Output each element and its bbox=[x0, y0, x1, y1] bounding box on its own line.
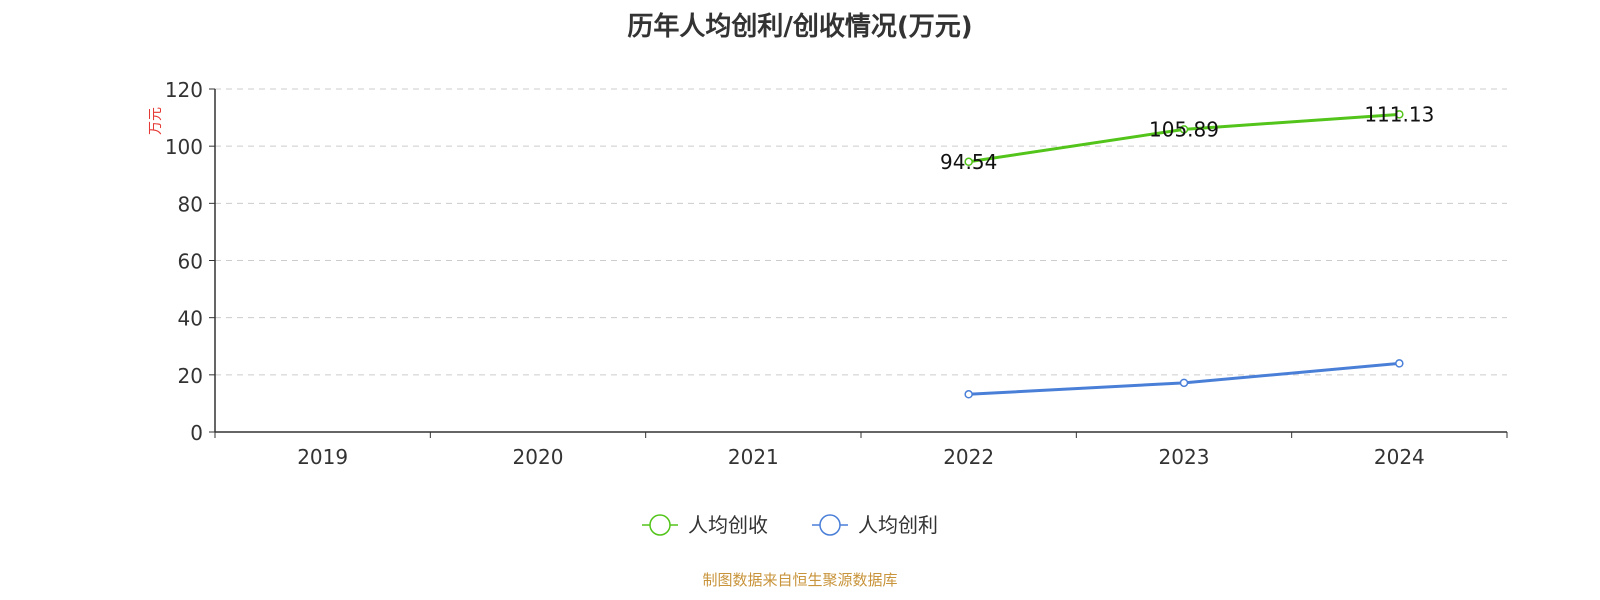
x-tick-label: 2023 bbox=[1159, 445, 1210, 469]
x-tick-label: 2019 bbox=[297, 445, 348, 469]
y-axis-label: 万元 bbox=[148, 107, 164, 135]
data-label: 94.54 bbox=[940, 150, 997, 174]
data-point bbox=[1395, 110, 1404, 119]
data-point bbox=[1395, 359, 1404, 368]
chart-title: 历年人均创利/创收情况(万元) bbox=[627, 12, 973, 42]
legend: 人均创收 人均创利 bbox=[642, 513, 938, 537]
x-tick-label: 2024 bbox=[1374, 445, 1425, 469]
y-tick-label: 0 bbox=[190, 421, 203, 445]
legend-label: 人均创收 bbox=[688, 513, 768, 537]
y-tick-label: 40 bbox=[178, 307, 203, 331]
data-point bbox=[1179, 378, 1189, 388]
data-label: 111.13 bbox=[1364, 102, 1434, 126]
legend-label: 人均创利 bbox=[858, 513, 938, 537]
x-tick-label: 2022 bbox=[943, 445, 994, 469]
data-point bbox=[964, 390, 973, 399]
source-note: 制图数据来自恒生聚源数据库 bbox=[702, 571, 898, 589]
y-tick-label: 80 bbox=[178, 192, 203, 216]
legend-marker bbox=[649, 514, 671, 536]
data-label: 105.89 bbox=[1149, 117, 1219, 141]
data-point bbox=[964, 157, 973, 167]
x-tick-label: 2021 bbox=[728, 445, 779, 469]
x-tick-label: 2020 bbox=[513, 445, 564, 469]
grid-lines bbox=[215, 88, 1507, 376]
series-lines bbox=[964, 110, 1404, 399]
data-labels: 94.54 105.89 111.13 bbox=[940, 102, 1434, 173]
data-point bbox=[1179, 125, 1189, 134]
y-tick-label: 60 bbox=[178, 250, 203, 274]
y-tick-label: 120 bbox=[165, 78, 203, 102]
y-tick-label: 100 bbox=[165, 135, 203, 159]
legend-marker bbox=[819, 514, 841, 536]
y-tick-label: 20 bbox=[178, 364, 203, 388]
